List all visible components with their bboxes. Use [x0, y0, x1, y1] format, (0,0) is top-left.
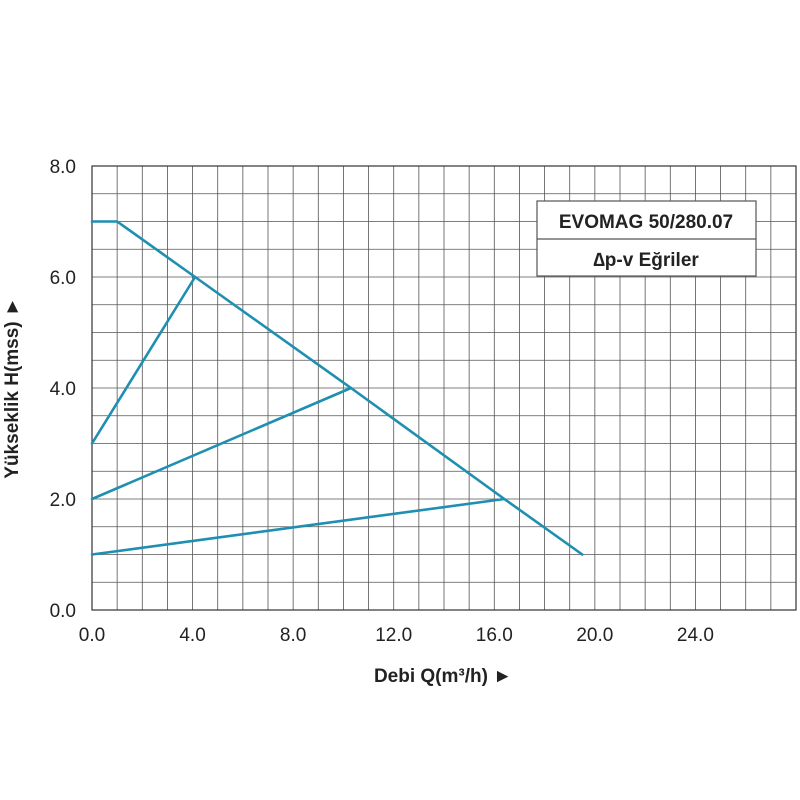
x-tick-label: 24.0	[677, 625, 714, 646]
plot-frame	[91, 165, 797, 611]
y-tick-label: 6.0	[50, 268, 76, 289]
x-tick-label: 0.0	[79, 625, 105, 646]
x-tick-label: 12.0	[375, 625, 412, 646]
legend-subtitle: ∆p-v Eğriler	[593, 250, 699, 271]
x-tick-label: 20.0	[576, 625, 613, 646]
y-tick-label: 8.0	[50, 157, 76, 178]
series-line-1	[90, 220, 584, 556]
x-axis-title: Debi Q(m³/h) ►	[374, 666, 512, 687]
legend: EVOMAG 50/280.07 ∆p-v Eğriler	[536, 200, 757, 277]
x-tick-label: 4.0	[179, 625, 205, 646]
y-tick-label: 4.0	[50, 379, 76, 400]
legend-title: EVOMAG 50/280.07	[559, 212, 733, 233]
y-axis-title: Yükseklik H(mss) ►	[2, 297, 23, 478]
series-group	[90, 220, 584, 556]
series-line-2	[90, 275, 197, 445]
x-tick-label: 8.0	[280, 625, 306, 646]
y-tick-label: 0.0	[50, 601, 76, 622]
y-tick-label: 2.0	[50, 490, 76, 511]
tick-labels: 0.0 4.0 8.0 12.0 16.0 20.0 24.0 0.0 2.0 4.0 6.0 8.0	[50, 157, 714, 646]
x-tick-label: 16.0	[476, 625, 513, 646]
series-line-3	[90, 386, 353, 501]
series-line-4	[90, 497, 506, 556]
